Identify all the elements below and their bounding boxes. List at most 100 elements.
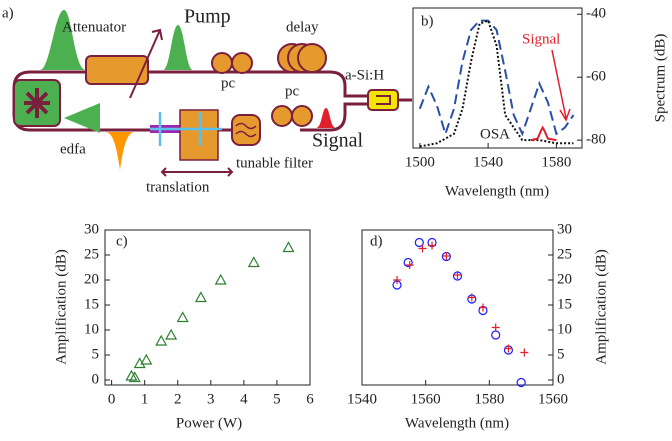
label: Attenuator — [62, 19, 126, 35]
point — [165, 328, 178, 340]
y-tick-label: -80 — [586, 132, 606, 148]
plot-frame — [361, 229, 554, 386]
point — [155, 334, 168, 346]
point — [125, 369, 138, 381]
pc — [231, 52, 253, 74]
x-axis-label: Wavelength (nm) — [405, 415, 509, 431]
point — [467, 293, 476, 302]
point — [176, 311, 189, 323]
label: pc — [221, 75, 236, 91]
x-tick-label: 5 — [273, 391, 281, 407]
y-tick-label: 25 — [557, 246, 572, 262]
label: delay — [286, 19, 319, 35]
point — [453, 271, 462, 279]
x-tick-label: 2 — [174, 391, 182, 407]
tunable-filter — [231, 114, 261, 146]
panel-label: c) — [116, 233, 128, 249]
label: pc — [285, 83, 300, 99]
setup-diagram: a) Attenuator Pump delay pc pc a-Si:H ed… — [2, 5, 412, 195]
panel-label: d) — [370, 233, 383, 249]
y-axis-label: Amplification (dB) — [593, 249, 609, 364]
y-tick-label: 5 — [92, 346, 100, 362]
edfa — [64, 103, 100, 133]
x-tick-label: 4 — [240, 391, 248, 407]
delay — [297, 43, 327, 73]
plot-frame — [412, 7, 583, 149]
x-tick-label: 6 — [306, 391, 314, 407]
pc — [291, 105, 313, 127]
y-tick-label: 5 — [557, 346, 565, 362]
x-tick-label: 0 — [108, 391, 116, 407]
attenuator-arrow — [129, 28, 163, 99]
spectrum-fan — [105, 132, 135, 170]
x-tick-label: 3 — [207, 391, 215, 407]
x-tick-label: 1540 — [473, 154, 503, 170]
label: tunable filter — [236, 155, 313, 171]
y-tick-label: 0 — [92, 371, 100, 387]
point — [442, 252, 451, 260]
label: Signal — [312, 130, 364, 152]
point — [140, 353, 153, 365]
series-line — [530, 125, 557, 142]
y-tick-label: 30 — [557, 221, 572, 237]
x-tick-label: 1580 — [541, 154, 571, 170]
y-tick-label: 15 — [84, 296, 99, 312]
attenuator — [85, 55, 149, 85]
signal-pulse — [316, 108, 336, 128]
y-tick-label: 30 — [84, 221, 99, 237]
x-axis-label: Power (W) — [176, 415, 242, 431]
laser-icon — [24, 88, 50, 118]
x-tick-label: 1540 — [347, 391, 377, 407]
point — [418, 244, 427, 253]
point — [414, 237, 424, 248]
series-line — [419, 19, 574, 148]
y-tick-label: 25 — [84, 246, 99, 262]
x-tick-label: 1500 — [405, 154, 435, 170]
point — [128, 371, 141, 383]
point — [491, 330, 501, 340]
point — [516, 377, 526, 388]
panel-label: a) — [2, 5, 14, 21]
y-tick-label: 10 — [84, 321, 99, 337]
point — [491, 323, 500, 332]
plot-frame — [104, 229, 311, 386]
sample-waveguide — [376, 95, 391, 105]
y-tick-label: 10 — [557, 321, 572, 337]
label: a-Si:H — [345, 67, 384, 83]
y-tick-label: 0 — [557, 371, 565, 387]
y-tick-label: 20 — [84, 271, 99, 287]
annotation: OSA — [480, 126, 510, 142]
y-tick-label: -40 — [586, 6, 606, 22]
point — [403, 257, 413, 268]
pc — [211, 52, 233, 74]
point — [393, 276, 402, 284]
y-tick-label: 15 — [557, 296, 572, 312]
y-tick-label: 20 — [557, 271, 572, 287]
point — [428, 241, 437, 250]
x-tick-label: 1560 — [538, 391, 568, 407]
y-tick-label: -60 — [586, 69, 606, 85]
y-axis-label: Spectrum (dB) — [652, 34, 668, 123]
x-axis-label: Wavelength (nm) — [445, 183, 549, 199]
pc — [271, 105, 293, 127]
x-tick-label: 1 — [141, 391, 149, 407]
x-tick-label: 1580 — [474, 391, 504, 407]
point — [247, 256, 260, 268]
translation-arrow — [160, 167, 234, 177]
annotation: Signal — [522, 31, 560, 47]
sample — [367, 89, 399, 111]
pulse — [40, 10, 86, 70]
filter-icon — [235, 122, 257, 138]
x-tick-label: 1560 — [411, 391, 441, 407]
y-axis-label: Amplification (dB) — [53, 249, 69, 364]
point — [520, 348, 529, 357]
point — [194, 291, 207, 303]
label: translation — [146, 179, 210, 195]
series-line — [418, 19, 575, 138]
annotation-arrow — [551, 49, 571, 122]
panel-label: b) — [421, 13, 434, 29]
beam-lines — [150, 112, 222, 146]
point — [504, 344, 513, 353]
label: edfa — [60, 141, 86, 157]
